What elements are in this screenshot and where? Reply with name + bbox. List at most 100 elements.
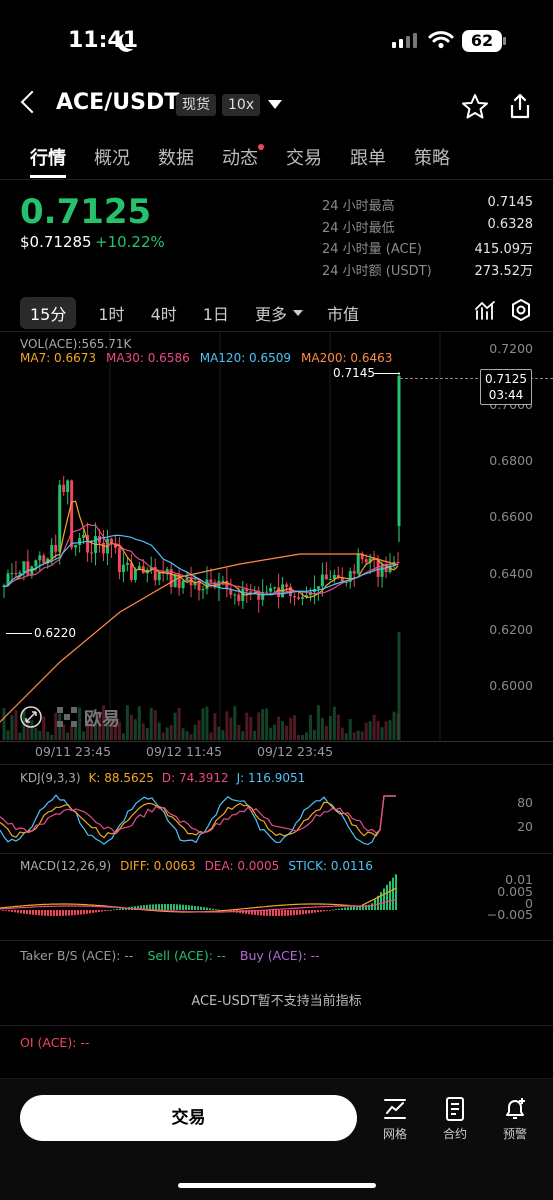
divider [0, 764, 553, 765]
tab-data[interactable]: 数据 [158, 148, 194, 169]
macd-histogram-bar [383, 888, 385, 910]
macd-histogram-bar [335, 909, 337, 910]
kdj-chart[interactable] [0, 786, 553, 854]
tab-feed[interactable]: 动态 [222, 144, 264, 170]
share-icon[interactable] [508, 92, 532, 120]
y-tick: 0.7200 [489, 341, 533, 356]
macd-histogram-bar [320, 910, 322, 912]
macd-histogram-bar [119, 908, 121, 910]
macd-histogram-bar [371, 903, 373, 910]
candle [34, 560, 38, 567]
volume-bar [6, 730, 10, 740]
macd-histogram-bar [266, 910, 268, 916]
interval-1d[interactable]: 1日 [202, 305, 229, 324]
candle [193, 582, 197, 586]
macd-histogram-bar [344, 907, 346, 910]
macd-histogram-bar [173, 904, 175, 910]
macd-histogram-bar [368, 904, 370, 910]
tab-trade[interactable]: 交易 [286, 148, 322, 169]
y-tick: 0.6800 [489, 453, 533, 468]
volume-bar [316, 705, 320, 740]
candle [153, 566, 157, 581]
macd-histogram-bar [248, 910, 250, 915]
pair-dropdown-icon[interactable] [268, 100, 282, 109]
macd-histogram-bar [113, 909, 115, 911]
candle [133, 569, 137, 580]
macd-histogram-bar [38, 910, 40, 916]
candle [320, 574, 324, 587]
macd-histogram-bar [263, 910, 265, 916]
tab-market[interactable]: 行情 [30, 148, 66, 169]
macd-histogram-bar [206, 907, 208, 910]
volume-legend: VOL(ACE):565.71K [20, 337, 132, 351]
macd-histogram-bar [203, 907, 205, 910]
volume-bar [54, 712, 58, 740]
indicator-icon[interactable] [474, 299, 496, 321]
settings-icon[interactable] [510, 298, 532, 322]
interval-15m[interactable]: 15分 [20, 297, 77, 329]
macd-histogram-bar [191, 905, 193, 910]
ma200-line [0, 553, 399, 723]
alert-button[interactable]: 预警 [490, 1096, 540, 1142]
candle [372, 558, 376, 561]
volume-bar [352, 732, 356, 740]
macd-histogram-bar [200, 906, 202, 910]
candle [277, 587, 281, 598]
macd-histogram-bar [290, 910, 292, 916]
back-arrow-icon[interactable] [20, 90, 44, 114]
fullscreen-icon[interactable] [20, 706, 42, 728]
x-tick: 09/12 23:45 [257, 744, 334, 759]
stat-label-high: 24 小时最高 [322, 199, 395, 214]
macd-histogram-bar [317, 910, 319, 913]
taker-legend: Taker B/S (ACE): -- Sell (ACE): -- Buy (… [20, 948, 320, 963]
grid-button[interactable]: 网格 [370, 1096, 420, 1142]
alert-label: 预警 [502, 1127, 527, 1141]
candle [269, 588, 273, 592]
volume-bar [257, 712, 261, 740]
candle [257, 591, 261, 600]
macd-histogram-bar [260, 910, 262, 916]
interval-1h[interactable]: 1时 [98, 305, 125, 324]
volume-bar [360, 731, 364, 740]
macd-chart[interactable] [0, 874, 553, 940]
candle [113, 544, 117, 548]
candle [336, 574, 340, 578]
macd-histogram-bar [65, 910, 67, 916]
candle [324, 574, 328, 580]
okx-logo-icon [57, 707, 77, 727]
contract-button[interactable]: 合约 [430, 1096, 480, 1142]
kdj-j: J: 116.9051 [236, 771, 306, 785]
pair-title[interactable]: ACE/USDT [56, 90, 180, 115]
macd-histogram-bar [77, 910, 79, 915]
candle [90, 552, 94, 554]
trade-button[interactable]: 交易 [20, 1095, 357, 1141]
volume-bar [261, 709, 265, 740]
volume-bar [249, 716, 253, 740]
macd-histogram-bar [287, 910, 289, 916]
macd-histogram-bar [80, 910, 82, 915]
volume-bar [145, 728, 149, 740]
ma30-line [3, 523, 399, 595]
tab-strategy-label[interactable]: 策略 [414, 148, 450, 169]
interval-more[interactable]: 更多 [254, 305, 287, 324]
volume-bar [237, 724, 241, 740]
tab-copy[interactable]: 跟单 [350, 148, 386, 169]
candle [121, 564, 125, 573]
volume-bar [368, 721, 372, 740]
volume-bar [269, 727, 273, 740]
macd-diff: DIFF: 0.0063 [120, 859, 196, 873]
tab-overview[interactable]: 概况 [94, 148, 130, 169]
main-chart[interactable] [0, 332, 553, 752]
interval-4h[interactable]: 4时 [150, 305, 177, 324]
candle [293, 596, 297, 598]
macd-histogram-bar [230, 910, 232, 912]
leverage-badge: 10x [222, 94, 261, 116]
macd-histogram-bar [8, 910, 10, 912]
volume-bar [221, 730, 225, 740]
macd-histogram-bar [179, 904, 181, 910]
macd-histogram-bar [62, 910, 64, 916]
macd-histogram-bar [215, 909, 217, 910]
star-icon[interactable] [461, 93, 489, 119]
interval-market-cap[interactable]: 市值 [326, 305, 359, 324]
candle [117, 547, 121, 573]
